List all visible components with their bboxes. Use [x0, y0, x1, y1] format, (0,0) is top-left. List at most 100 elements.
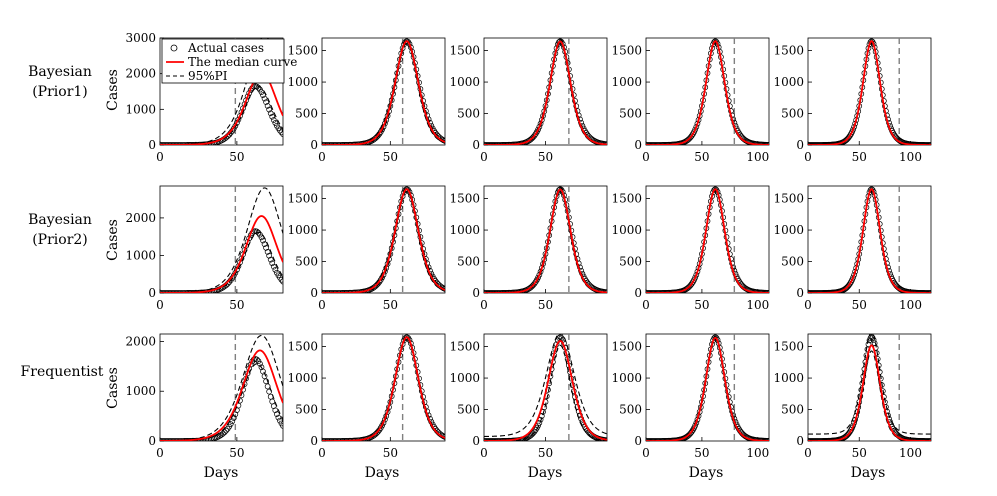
actual-case-point [843, 285, 849, 292]
y-tick-label: 500 [619, 107, 642, 121]
plot-area [646, 334, 769, 441]
actual-case-point [266, 106, 273, 113]
x-tick-label: 50 [538, 446, 553, 460]
axes-box [159, 185, 284, 294]
axes-box [807, 37, 932, 146]
row-label-0-line1: Bayesian [28, 64, 92, 80]
y-tick-label: 500 [295, 403, 318, 417]
x-axis-label-col0: Days [204, 465, 239, 481]
y-tick-label: 3000 [125, 31, 156, 45]
y-axis-label-row0: Cases [105, 69, 121, 111]
actual-case-point [846, 134, 852, 140]
y-axis-label-row1: Cases [105, 219, 121, 261]
actual-case-point [223, 427, 229, 434]
x-tick-label: 0 [156, 298, 164, 312]
y-tick-label: 1500 [449, 192, 480, 206]
y-tick-label: 0 [472, 138, 480, 152]
legend-median-label: The median curve [188, 55, 297, 69]
y-tick-label: 1000 [125, 248, 156, 262]
actual-case-point [692, 274, 699, 281]
y-tick-label: 0 [634, 138, 642, 152]
y-tick-label: 0 [148, 434, 156, 448]
y-tick-label: 500 [457, 255, 480, 269]
y-tick-label: 1000 [611, 223, 642, 237]
x-tick-label: 50 [852, 150, 867, 164]
x-tick-label: 100 [746, 298, 769, 312]
actual-case-point [272, 407, 279, 414]
x-tick-label: 50 [694, 298, 709, 312]
pi-lower-line [646, 189, 769, 293]
panel-r0-c4: 0 500 1000 1500 0 50 100 [773, 37, 932, 164]
actual-case-point [270, 263, 277, 270]
actual-case-point [278, 129, 283, 136]
y-tick-label: 0 [310, 286, 318, 300]
x-tick-label: 50 [229, 150, 244, 164]
x-tick-label: 100 [899, 150, 922, 164]
median-line [646, 188, 769, 293]
pi-upper-line [808, 187, 931, 293]
x-tick-label: 50 [852, 446, 867, 460]
axes-box [483, 185, 608, 294]
actual-case-point [272, 120, 279, 126]
actual-case-point [277, 127, 283, 134]
y-tick-label: 2000 [125, 211, 156, 225]
panel-r2-c4: 0 500 1000 1500 0 50 100 [773, 333, 932, 460]
actual-case-point [275, 414, 282, 421]
x-tick-label: 0 [642, 298, 650, 312]
x-tick-label: 0 [318, 446, 326, 460]
actual-case-point [280, 278, 283, 285]
actual-case-point [263, 378, 269, 385]
y-tick-label: 0 [472, 434, 480, 448]
actual-case-point [263, 245, 269, 251]
pi-upper-line [808, 39, 931, 145]
median-line [484, 188, 607, 293]
actual-case-point [871, 340, 878, 347]
axes-box [807, 185, 932, 294]
panel-r2-c2: 0 500 1000 1500 0 50 [449, 333, 608, 460]
x-tick-label: 0 [804, 150, 812, 164]
x-tick-label: 0 [804, 446, 812, 460]
pi-lower-line [808, 350, 931, 441]
pi-upper-line [646, 39, 769, 145]
x-tick-label: 0 [804, 298, 812, 312]
plot-area [808, 186, 931, 293]
median-line [322, 40, 445, 145]
panel-r0-c3: 0 500 1000 1500 0 50 100 [611, 37, 770, 164]
y-tick-label: 1000 [773, 75, 804, 89]
actual-case-point [260, 92, 266, 99]
axes-box [159, 333, 284, 442]
median-line [808, 188, 931, 293]
y-tick-label: 0 [148, 138, 156, 152]
x-axis-label-col4: Days [851, 465, 886, 481]
y-tick-label: 0 [310, 434, 318, 448]
actual-case-point [846, 282, 852, 288]
y-tick-label: 1500 [287, 192, 318, 206]
actual-case-point [865, 341, 872, 348]
panel-r0-c2: 0 500 1000 1500 0 50 [449, 37, 608, 164]
legend-actual-label: Actual cases [187, 41, 264, 55]
y-tick-label: 1000 [773, 223, 804, 237]
actual-case-point [267, 110, 274, 117]
actual-case-point [220, 430, 226, 437]
plot-area [322, 38, 445, 145]
median-line [646, 40, 769, 145]
x-tick-label: 50 [229, 298, 244, 312]
median-line [160, 215, 283, 293]
median-line [484, 40, 607, 145]
actual-case-point [602, 437, 607, 441]
y-tick-label: 1000 [125, 102, 156, 116]
row-label-2: Frequentist [21, 364, 104, 380]
plot-area [646, 38, 769, 145]
axes-box [645, 185, 770, 294]
y-tick-label: 1000 [449, 223, 480, 237]
plot-area [160, 38, 283, 145]
y-tick-label: 0 [796, 434, 804, 448]
x-tick-label: 50 [852, 298, 867, 312]
y-tick-label: 1500 [287, 340, 318, 354]
median-line [160, 349, 283, 441]
pi-upper-line [646, 335, 769, 441]
median-line [322, 336, 445, 441]
axes-box [483, 37, 608, 146]
legend-actual-marker [170, 44, 178, 52]
